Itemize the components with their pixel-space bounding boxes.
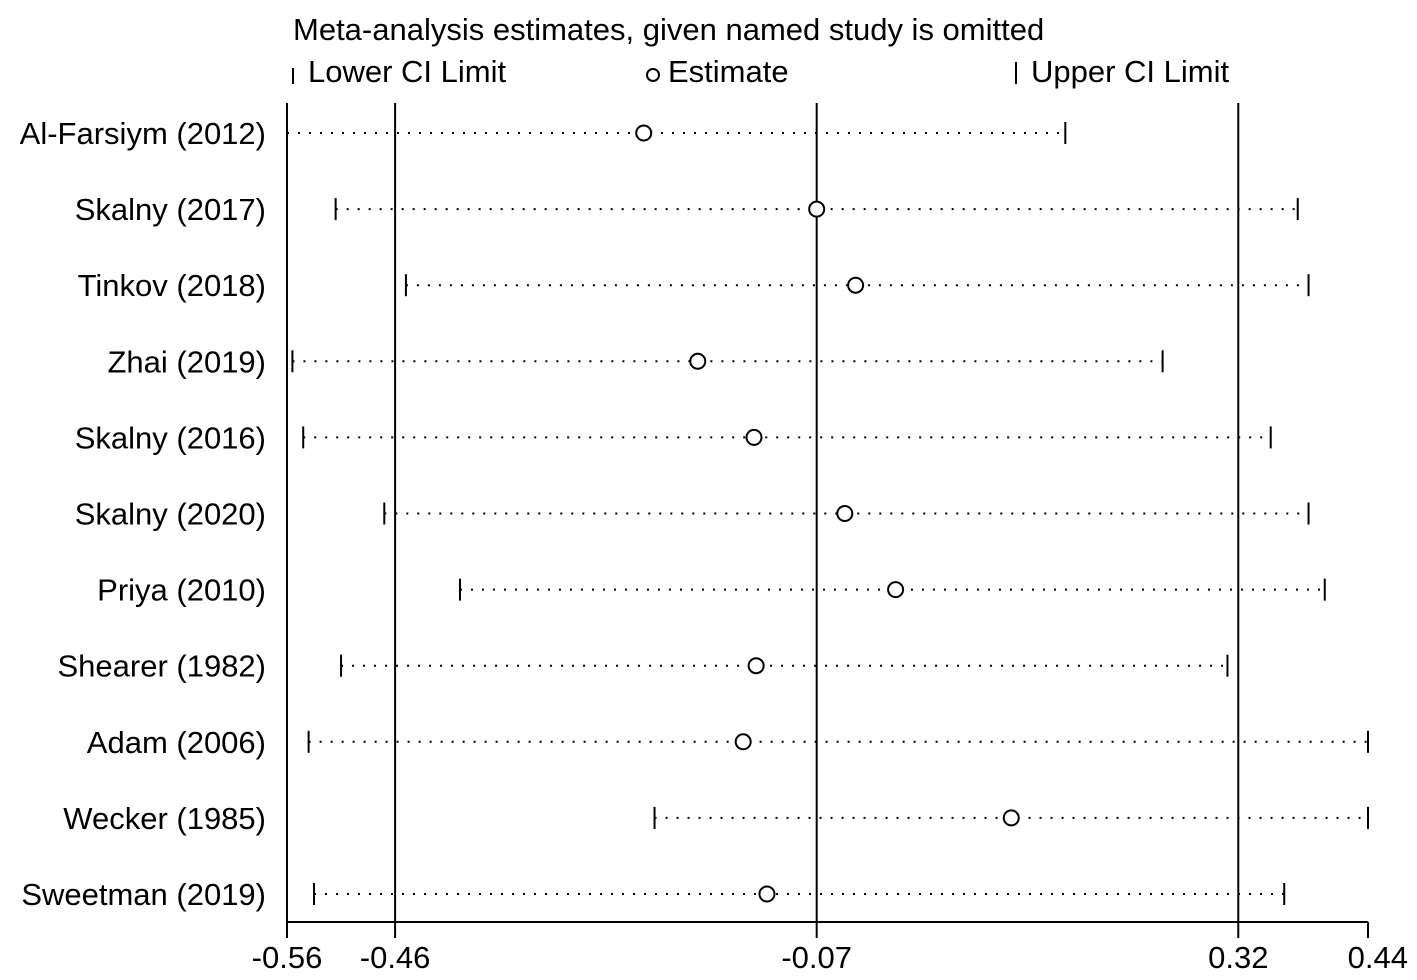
estimate-point — [745, 428, 763, 446]
study-row: Adam (2006) — [87, 725, 1369, 760]
study-label: Tinkov (2018) — [78, 268, 266, 303]
study-row: Skalny (2017) — [75, 192, 1299, 227]
estimate-point — [847, 276, 865, 294]
estimate-point — [689, 352, 707, 370]
study-row: Priya (2010) — [97, 573, 1326, 608]
study-row: Skalny (2020) — [75, 497, 1310, 532]
estimate-point — [836, 505, 854, 522]
study-row: Skalny (2016) — [75, 420, 1272, 455]
study-row: Wecker (1985) — [63, 801, 1369, 836]
legend-label-lower: Lower CI Limit — [308, 54, 506, 89]
x-axis-ticks: -0.56 -0.46 -0.07 0.32 0.44 — [252, 922, 1408, 975]
study-label: Zhai (2019) — [107, 344, 266, 379]
estimate-point — [758, 885, 776, 903]
legend-label-upper: Upper CI Limit — [1031, 54, 1229, 89]
study-label: Adam (2006) — [87, 725, 266, 760]
study-label: Wecker (1985) — [63, 801, 266, 836]
estimate-point — [808, 200, 826, 218]
study-label: Al-Farsiym (2012) — [20, 116, 266, 151]
x-tick-label: -0.56 — [252, 940, 323, 975]
x-tick-label: -0.46 — [360, 940, 431, 975]
study-label: Skalny (2016) — [75, 420, 266, 455]
estimate-point — [635, 124, 653, 142]
study-label: Shearer (1982) — [57, 649, 266, 684]
study-label: Skalny (2020) — [75, 497, 266, 532]
legend-estimate-marker — [646, 68, 660, 82]
legend-label-estimate: Estimate — [668, 54, 789, 89]
estimate-point — [734, 733, 752, 751]
study-label: Sweetman (2019) — [21, 877, 266, 912]
study-row: Sweetman (2019) — [21, 877, 1286, 912]
estimate-point — [747, 657, 765, 675]
reference-lines — [394, 103, 1240, 922]
study-label: Priya (2010) — [97, 573, 266, 608]
study-row: Tinkov (2018) — [78, 268, 1310, 303]
estimate-point — [1002, 809, 1020, 827]
plot-frame — [286, 103, 1368, 923]
study-row: Shearer (1982) — [57, 649, 1229, 684]
legend: Lower CI Limit Estimate Upper CI Limit — [292, 54, 1229, 89]
study-row: Zhai (2019) — [107, 344, 1164, 379]
x-tick-label: 0.44 — [1348, 940, 1408, 975]
chart-title: Meta-analysis estimates, given named stu… — [293, 12, 1044, 47]
x-tick-label: 0.32 — [1208, 940, 1268, 975]
study-rows: Al-Farsiym (2012) Skalny (2017) Tinkov (20… — [20, 116, 1369, 912]
x-tick-label: -0.07 — [781, 940, 852, 975]
study-label: Skalny (2017) — [75, 192, 266, 227]
study-row: Al-Farsiym (2012) — [20, 116, 1067, 151]
estimate-point — [887, 581, 905, 599]
